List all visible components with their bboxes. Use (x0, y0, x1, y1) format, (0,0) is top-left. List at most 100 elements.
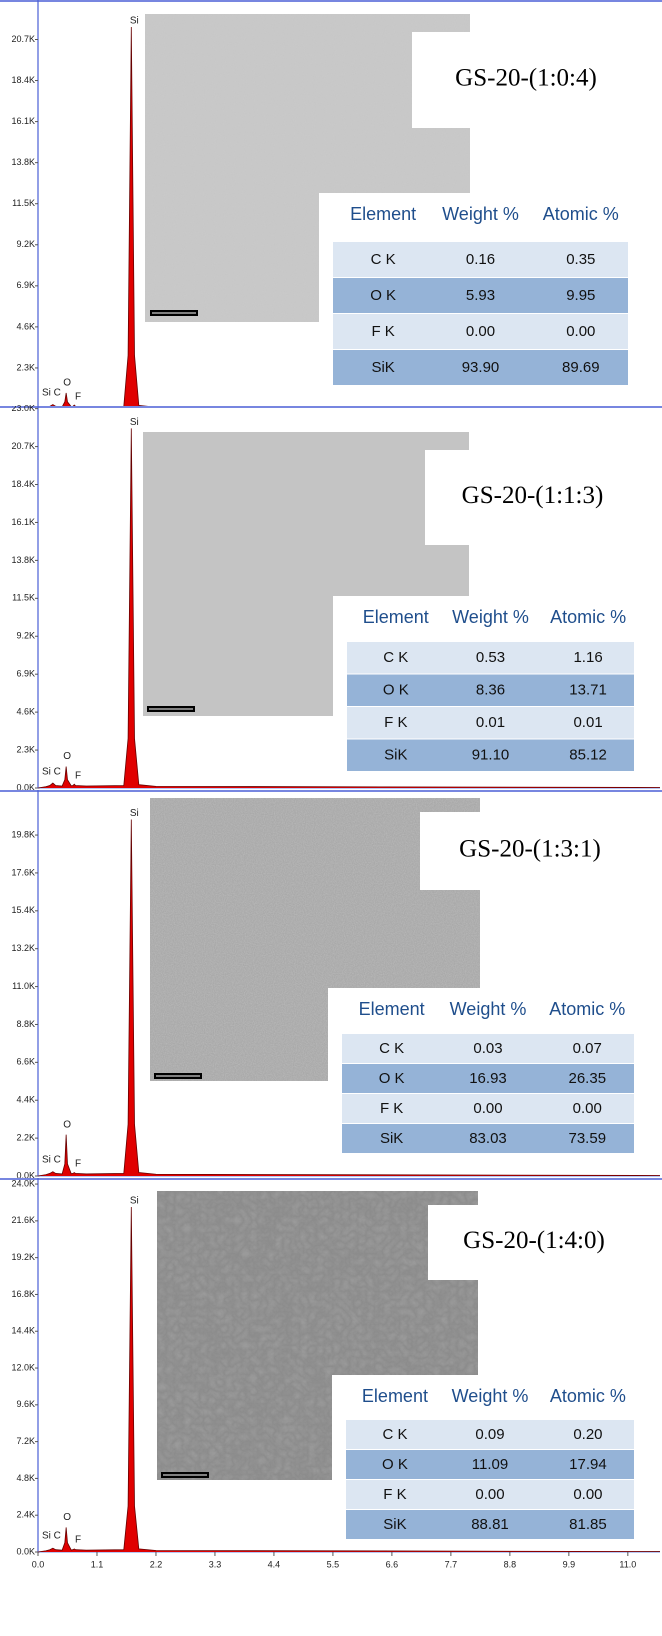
table-cell: 85.12 (569, 747, 607, 764)
panel: 0.0K2.3K4.6K6.9K9.2K11.5K13.8K16.1K18.4K… (0, 403, 662, 792)
table-header: Weight % (442, 204, 519, 224)
table-cell: 0.03 (473, 1040, 502, 1057)
y-tick-label: 9.2K (16, 239, 35, 249)
x-tick-label: 11.0 (619, 1559, 636, 1569)
x-tick-label: 4.4 (268, 1559, 281, 1569)
table-header: Atomic % (550, 607, 626, 627)
y-tick-label: 11.0K (12, 981, 35, 991)
peak-label: Si C (42, 767, 61, 778)
table-cell: 0.00 (573, 1100, 602, 1117)
sample-label: GS-20-(1:0:4) (455, 65, 597, 92)
panel: 0.0K2.3K4.6K6.9K9.2K11.5K13.8K16.1K18.4K… (0, 0, 662, 413)
table-cell: 0.00 (466, 323, 495, 340)
y-tick-label: 11.5K (12, 198, 35, 208)
table-cell: 0.09 (475, 1426, 504, 1443)
y-tick-label: 21.6K (11, 1215, 35, 1225)
y-tick-label: 15.4K (11, 905, 35, 915)
x-tick-label: 1.1 (91, 1559, 104, 1569)
table-cell: O K (383, 682, 409, 699)
table-cell: 0.01 (476, 714, 505, 731)
table-cell: 0.07 (573, 1040, 602, 1057)
table-header: Weight % (450, 999, 527, 1019)
y-tick-label: 0.0K (16, 1546, 35, 1556)
peak-label: F (75, 392, 81, 403)
y-tick-label: 16.1K (11, 116, 35, 126)
y-tick-label: 8.8K (16, 1019, 35, 1029)
table-cell: 0.53 (476, 649, 505, 666)
table-cell: F K (380, 1100, 403, 1117)
table-cell: 81.85 (569, 1516, 607, 1533)
y-tick-label: 14.4K (11, 1326, 35, 1336)
table-cell: 88.81 (471, 1516, 509, 1533)
y-tick-label: 4.8K (16, 1473, 35, 1483)
table-cell: O K (379, 1070, 405, 1087)
table-cell: 0.20 (573, 1426, 602, 1443)
table-header: Atomic % (550, 1386, 626, 1406)
table-header: Weight % (452, 607, 529, 627)
table-cell: C K (371, 251, 396, 268)
peak-label: Si C (42, 1531, 61, 1542)
y-tick-label: 20.7K (11, 34, 35, 44)
table-header: Atomic % (549, 999, 625, 1019)
table-header: Weight % (452, 1386, 529, 1406)
peak-label: O (63, 378, 71, 389)
table-header: Element (359, 999, 425, 1019)
table-cell: 89.69 (562, 359, 600, 376)
y-tick-label: 13.8K (11, 555, 35, 565)
y-tick-label: 19.8K (11, 829, 35, 839)
y-tick-label: 24.0K (11, 1178, 35, 1188)
table-cell: F K (384, 714, 407, 731)
table-cell: 0.00 (473, 1100, 502, 1117)
y-tick-label: 4.6K (16, 321, 35, 331)
y-tick-label: 18.4K (11, 479, 35, 489)
peak-label: F (75, 771, 81, 782)
x-tick-label: 2.2 (150, 1559, 163, 1569)
table-header: Element (363, 607, 429, 627)
table-cell: 0.01 (573, 714, 602, 731)
y-tick-label: 4.6K (16, 707, 35, 717)
y-tick-label: 20.7K (11, 441, 35, 451)
table-cell: 17.94 (569, 1456, 607, 1473)
table-cell: C K (382, 1426, 407, 1443)
table-cell: SiK (384, 747, 407, 764)
table-cell: 0.16 (466, 251, 495, 268)
x-tick-label: 7.7 (445, 1559, 458, 1569)
table-cell: 8.36 (476, 682, 505, 699)
table-cell: 0.35 (566, 251, 595, 268)
table-cell: 93.90 (462, 359, 500, 376)
table-cell: 0.00 (573, 1486, 602, 1503)
y-tick-label: 6.6K (16, 1057, 35, 1067)
table-cell: SiK (371, 359, 394, 376)
peak-label: F (75, 1159, 81, 1170)
y-tick-label: 13.8K (11, 157, 35, 167)
table-cell: SiK (380, 1130, 403, 1147)
sample-label: GS-20-(1:1:3) (462, 482, 604, 509)
table-cell: O K (382, 1456, 408, 1473)
table-header: Element (362, 1386, 428, 1406)
table-cell: SiK (383, 1516, 406, 1533)
y-tick-label: 9.2K (16, 631, 35, 641)
y-tick-label: 19.2K (11, 1252, 35, 1262)
table-cell: 0.00 (566, 323, 595, 340)
peak-label: Si (130, 1196, 139, 1207)
table-cell: 1.16 (573, 649, 602, 666)
peak-label: Si (130, 808, 139, 819)
panel: 0.0K2.4K4.8K7.2K9.6K12.0K14.4K16.8K19.2K… (0, 1178, 662, 1556)
x-tick-label: 8.8 (504, 1559, 517, 1569)
table-cell: C K (383, 649, 408, 666)
table-cell: F K (383, 1486, 406, 1503)
peak-label: Si C (42, 388, 61, 399)
y-tick-label: 2.2K (16, 1132, 35, 1142)
table-header: Element (350, 204, 416, 224)
y-tick-label: 2.4K (16, 1510, 35, 1520)
y-tick-label: 12.0K (11, 1362, 35, 1372)
y-tick-label: 6.9K (16, 669, 35, 679)
peak-label: Si (130, 417, 139, 428)
peak-label: Si (130, 16, 139, 27)
table-cell: 0.00 (475, 1486, 504, 1503)
x-tick-label: 9.9 (563, 1559, 576, 1569)
peak-label: O (63, 751, 71, 762)
table-cell: F K (371, 323, 394, 340)
table-cell: 13.71 (569, 682, 607, 699)
y-tick-label: 7.2K (16, 1436, 35, 1446)
